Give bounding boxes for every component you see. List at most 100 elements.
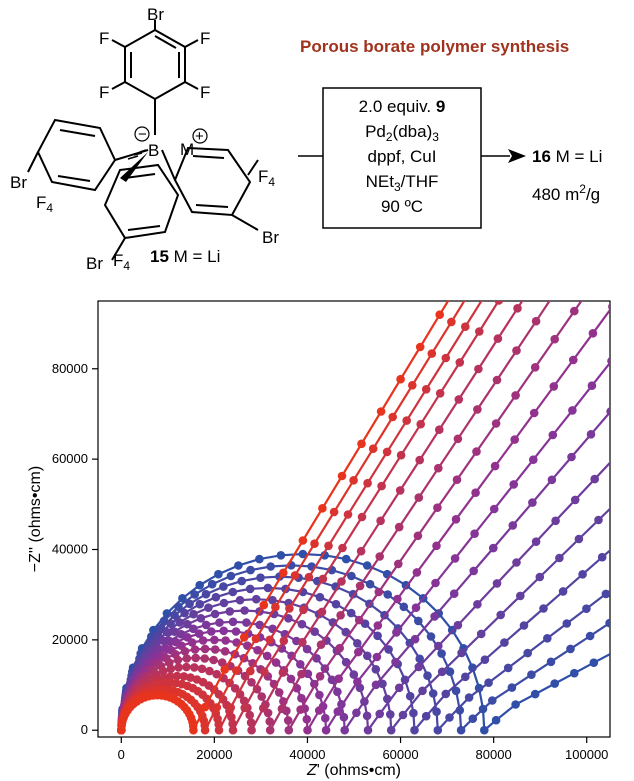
data-point	[349, 476, 358, 485]
data-point	[511, 700, 520, 709]
data-point	[315, 690, 324, 700]
data-point	[237, 576, 246, 586]
data-point	[383, 590, 393, 599]
data-point	[445, 713, 454, 722]
data-point	[220, 647, 230, 656]
data-point	[204, 603, 213, 612]
data-point	[528, 498, 537, 507]
data-point	[415, 455, 425, 465]
data-point	[428, 689, 438, 698]
data-point	[230, 684, 240, 693]
data-point	[523, 648, 532, 658]
data-point	[165, 636, 174, 646]
data-point	[271, 602, 280, 612]
data-point	[284, 614, 293, 623]
x-tick-label: 60000	[382, 747, 418, 762]
data-point	[174, 602, 183, 612]
data-point	[414, 662, 424, 672]
data-point	[376, 407, 386, 416]
data-point	[302, 644, 312, 654]
data-point	[200, 654, 209, 663]
data-point	[468, 714, 478, 723]
data-point	[235, 595, 245, 605]
data-point	[246, 666, 255, 676]
data-point	[377, 481, 386, 491]
data-point	[432, 707, 441, 716]
data-point	[173, 655, 183, 665]
data-point	[376, 516, 385, 526]
data-point	[488, 696, 497, 705]
data-point	[394, 683, 404, 693]
data-point	[368, 444, 378, 453]
data-point	[513, 304, 522, 313]
data-point	[259, 600, 269, 610]
data-point	[516, 591, 525, 601]
data-point	[298, 637, 307, 647]
data-point	[256, 573, 265, 582]
data-point	[375, 552, 385, 561]
data-point	[570, 668, 579, 678]
data-point	[170, 627, 179, 636]
data-point	[373, 631, 382, 641]
data-point	[413, 531, 423, 541]
data-point	[310, 627, 320, 636]
data-point	[327, 675, 337, 685]
data-point	[450, 554, 460, 563]
data-point	[263, 583, 273, 593]
data-point	[336, 611, 345, 620]
data-point	[211, 592, 221, 602]
data-point	[174, 663, 183, 672]
data-point	[338, 543, 347, 553]
data-point	[451, 515, 461, 524]
x-tick-label: 40000	[289, 747, 325, 762]
data-point	[234, 561, 243, 570]
data-point	[588, 329, 598, 338]
data-point	[159, 666, 168, 676]
data-point	[607, 356, 610, 366]
data-point	[187, 638, 197, 647]
data-point	[245, 710, 254, 720]
data-point	[189, 725, 198, 735]
data-point	[519, 621, 529, 630]
data-point	[626, 384, 634, 393]
data-point	[198, 636, 208, 645]
data-point	[353, 639, 362, 648]
data-point	[172, 671, 182, 681]
data-point	[349, 670, 359, 679]
data-point	[210, 609, 220, 619]
x-tick-label: 0	[118, 747, 125, 762]
data-point	[245, 584, 255, 594]
data-point	[551, 288, 560, 297]
data-point	[569, 355, 578, 365]
data-point	[455, 358, 465, 367]
data-point	[494, 301, 504, 305]
data-point	[189, 624, 198, 634]
data-point	[265, 725, 275, 735]
data-point	[489, 543, 498, 553]
data-point	[582, 604, 591, 613]
data-point	[449, 589, 459, 598]
data-point	[531, 537, 541, 546]
data-point	[190, 590, 199, 599]
data-point	[473, 405, 482, 414]
data-point	[346, 608, 356, 618]
data-point	[247, 725, 256, 735]
data-point	[386, 725, 396, 735]
data-point	[205, 666, 214, 676]
wedge-bond	[120, 152, 148, 182]
data-point	[608, 303, 610, 311]
data-point	[454, 395, 464, 404]
data-point	[246, 565, 255, 575]
data-point	[337, 471, 347, 481]
data-point	[195, 580, 204, 590]
data-point	[467, 286, 476, 295]
data-point	[411, 603, 421, 612]
y-axis-label: −Z'' (ohms•cm)	[27, 466, 44, 572]
data-point	[297, 619, 307, 629]
data-point	[284, 725, 294, 735]
data-point	[605, 618, 610, 628]
y-tick-label: 20000	[52, 632, 88, 647]
y-tick-label: 40000	[52, 541, 88, 556]
data-point	[219, 626, 228, 636]
atom-f: F	[200, 29, 210, 48]
